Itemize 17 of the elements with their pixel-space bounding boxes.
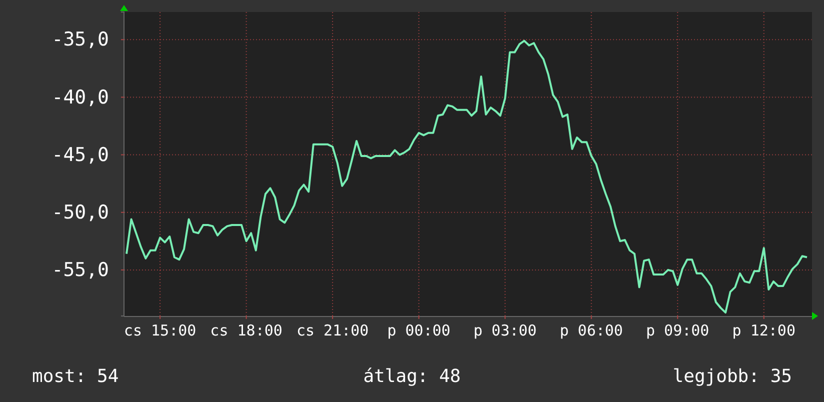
- text: most: 54: [32, 366, 119, 387]
- y-tick-label: -55,0: [52, 259, 109, 282]
- x-tick-label: cs 21:00: [296, 322, 369, 340]
- x-tick-label: cs 18:00: [210, 322, 282, 340]
- y-tick-label: -50,0: [52, 201, 109, 224]
- x-tick-label: p 12:00: [732, 322, 796, 340]
- x-tick-label: p 09:00: [646, 322, 710, 340]
- text: legjobb: 35: [672, 366, 792, 387]
- y-tick-label: -40,0: [52, 86, 109, 108]
- y-tick-label: -35,0: [52, 28, 109, 51]
- x-tick-label: cs 15:00: [124, 322, 196, 340]
- line-series: [126, 40, 808, 314]
- x-tick-label: p 03:00: [473, 322, 537, 340]
- x-tick-label: p 00:00: [387, 322, 450, 340]
- text: átlag: 48: [363, 366, 461, 387]
- x-tick-label: p 06:00: [560, 322, 623, 340]
- y-tick-label: -45,0: [52, 144, 109, 166]
